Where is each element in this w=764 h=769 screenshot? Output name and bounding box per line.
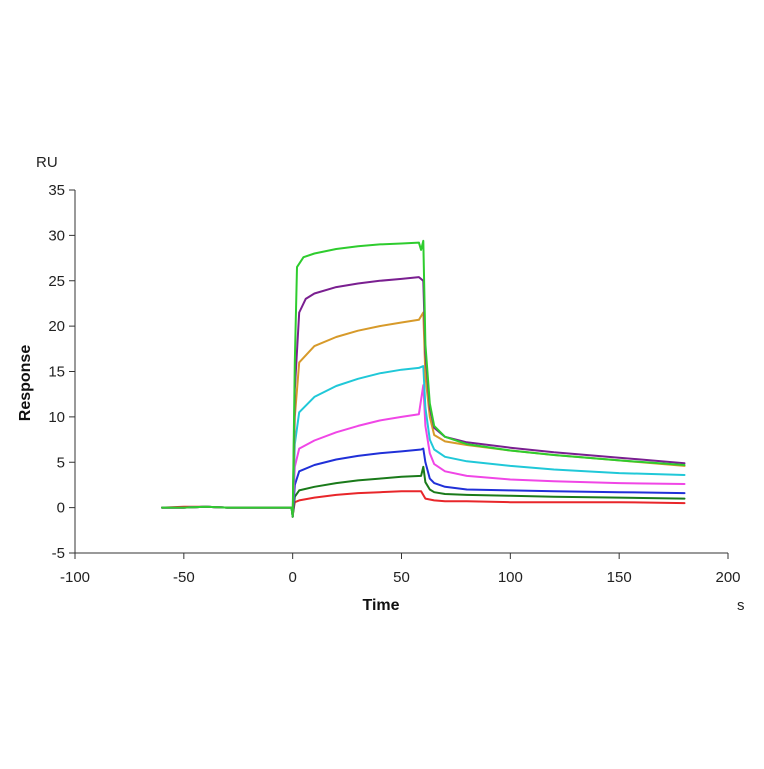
series-line-6: [161, 311, 686, 518]
x-tick-label: -100: [60, 569, 90, 586]
y-tick-label: -5: [52, 545, 65, 562]
x-axis-title: Time: [362, 597, 399, 614]
y-axis-unit: RU: [36, 154, 58, 171]
series-line-8: [161, 239, 686, 518]
y-tick-label: 0: [57, 500, 65, 517]
x-axis-unit: s: [737, 597, 745, 614]
y-tick-label: 30: [48, 227, 65, 244]
y-axis-title: Response: [17, 345, 34, 422]
x-tick-label: 100: [498, 569, 523, 586]
y-tick-label: 20: [48, 318, 65, 335]
series-line-1: [161, 490, 686, 516]
x-axis-ticks: -100 -50 0 50 100 150 200: [60, 553, 741, 586]
y-tick-label: 15: [48, 364, 65, 381]
y-axis-ticks: -5 0 5 10 15 20 25 30 35: [48, 182, 75, 562]
x-tick-label: 50: [393, 569, 410, 586]
y-tick-label: 35: [48, 182, 65, 199]
y-tick-label: 25: [48, 273, 65, 290]
y-tick-label: 10: [48, 409, 65, 426]
x-tick-label: 0: [288, 569, 296, 586]
x-tick-label: 150: [607, 569, 632, 586]
x-tick-label: -50: [173, 569, 195, 586]
series-layer: [161, 239, 686, 518]
x-tick-label: 200: [715, 569, 740, 586]
y-tick-label: 5: [57, 454, 65, 471]
